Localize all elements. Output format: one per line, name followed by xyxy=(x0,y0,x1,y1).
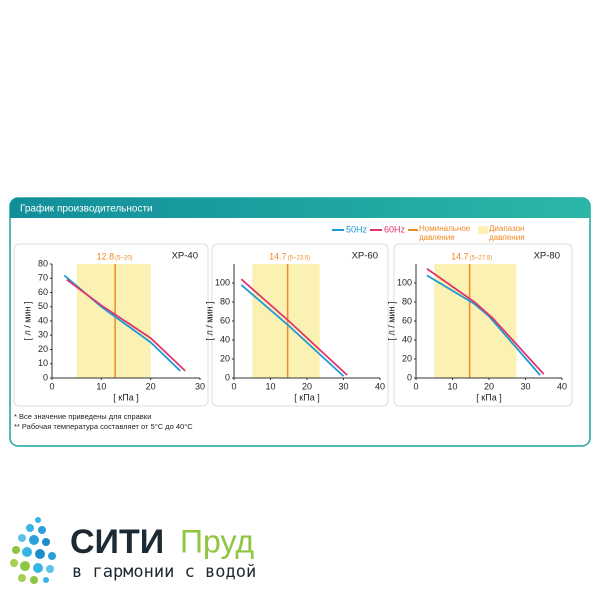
pressure-range xyxy=(252,264,320,378)
chart-title: XP-80 xyxy=(534,251,560,262)
x-tick-label: 0 xyxy=(231,381,236,391)
y-axis-label: [ л / мин ] xyxy=(22,302,32,341)
header-bar xyxy=(10,198,590,218)
legend: 50Hz 60Hz Номинальное давление Диапазон … xyxy=(332,224,525,242)
series-line xyxy=(66,278,186,372)
pressure-range xyxy=(76,264,151,378)
series-line xyxy=(240,278,348,376)
legend-item: Диапазон давления xyxy=(489,224,525,242)
nominal-label: 14.7 xyxy=(269,251,287,261)
note: ** Рабочая температура составляет от 5°C… xyxy=(14,422,193,431)
chart-frame xyxy=(211,243,389,407)
x-tick-label: 10 xyxy=(265,381,275,391)
y-tick-label: 100 xyxy=(215,277,230,287)
range-label: (5~20) xyxy=(115,256,133,262)
x-tick-label: 20 xyxy=(302,381,312,391)
chart: 0 20 40 60 80 100 0 10 20 30 40 14.7 (5~27.5) XP-80 [ … xyxy=(386,251,567,403)
logo-name: СИТИ xyxy=(70,523,164,561)
y-tick-label: 80 xyxy=(220,296,230,306)
y-tick-label: 70 xyxy=(38,273,48,283)
y-tick-label: 40 xyxy=(38,315,48,325)
y-tick-label: 0 xyxy=(43,372,48,382)
y-axis-label: [ л / мин ] xyxy=(204,302,214,341)
logo-icon xyxy=(10,517,56,584)
y-tick-label: 60 xyxy=(220,315,230,325)
nominal-label: 14.7 xyxy=(451,251,469,261)
range-label: (5~27.5) xyxy=(470,256,493,262)
x-tick-label: 30 xyxy=(520,381,530,391)
x-tick-label: 20 xyxy=(484,381,494,391)
y-tick-label: 40 xyxy=(402,334,412,344)
x-tick-label: 0 xyxy=(49,381,54,391)
legend-label: Номинальное давление xyxy=(419,224,471,242)
y-tick-label: 60 xyxy=(402,315,412,325)
x-tick-label: 30 xyxy=(338,381,348,391)
x-tick-label: 40 xyxy=(557,381,567,391)
range-label: (5~23.5) xyxy=(288,256,311,262)
chart-frame xyxy=(393,243,573,407)
pressure-range xyxy=(434,264,517,378)
axes xyxy=(51,264,200,379)
x-tick-label: 40 xyxy=(375,381,385,391)
y-tick-label: 20 xyxy=(402,353,412,363)
legend-item: Номинальное давление xyxy=(419,224,471,242)
axes xyxy=(233,264,380,379)
logo-name: Пруд xyxy=(180,523,254,559)
note: * Все значение приведены для справки xyxy=(14,412,151,421)
y-tick-label: 100 xyxy=(397,277,412,287)
x-tick-label: 20 xyxy=(146,381,156,391)
chart-frame xyxy=(13,243,209,407)
y-tick-label: 30 xyxy=(38,330,48,340)
y-tick-label: 50 xyxy=(38,301,48,311)
y-axis-label: [ л / мин ] xyxy=(386,302,396,341)
x-axis-label: [ кПа ] xyxy=(476,392,501,402)
series-line xyxy=(426,268,545,375)
legend-label: 60Hz xyxy=(384,224,406,234)
axes xyxy=(415,264,562,379)
x-tick-label: 10 xyxy=(447,381,457,391)
x-tick-label: 0 xyxy=(413,381,418,391)
chart: 0 10 20 30 40 50 60 70 80 0 10 20 30 12.8 (5~20) XP-40 [… xyxy=(22,251,205,403)
header-title: График производительности xyxy=(20,203,153,215)
y-tick-label: 10 xyxy=(38,358,48,368)
legend-label: 50Hz xyxy=(346,224,368,234)
series-line xyxy=(240,284,345,377)
chart: 0 20 40 60 80 100 0 10 20 30 40 14.7 (5~23.5) XP-60 [ … xyxy=(204,251,385,403)
logo-slogan: в гармонии с водой xyxy=(72,562,256,582)
nominal-label: 12.8 xyxy=(97,251,115,261)
y-tick-label: 60 xyxy=(38,287,48,297)
legend-swatch xyxy=(478,226,488,234)
y-tick-label: 0 xyxy=(407,372,412,382)
y-tick-label: 0 xyxy=(225,372,230,382)
series-line xyxy=(426,274,541,376)
y-tick-label: 20 xyxy=(38,344,48,354)
x-tick-label: 30 xyxy=(195,381,205,391)
chart-title: XP-60 xyxy=(352,251,378,262)
x-tick-label: 10 xyxy=(96,381,106,391)
legend-label: Диапазон давления xyxy=(489,224,525,242)
y-tick-label: 40 xyxy=(220,334,230,344)
x-axis-label: [ кПа ] xyxy=(113,392,138,402)
y-tick-label: 20 xyxy=(220,353,230,363)
chart-title: XP-40 xyxy=(172,251,198,262)
y-tick-label: 80 xyxy=(402,296,412,306)
y-tick-label: 80 xyxy=(38,258,48,268)
x-axis-label: [ кПа ] xyxy=(294,392,319,402)
